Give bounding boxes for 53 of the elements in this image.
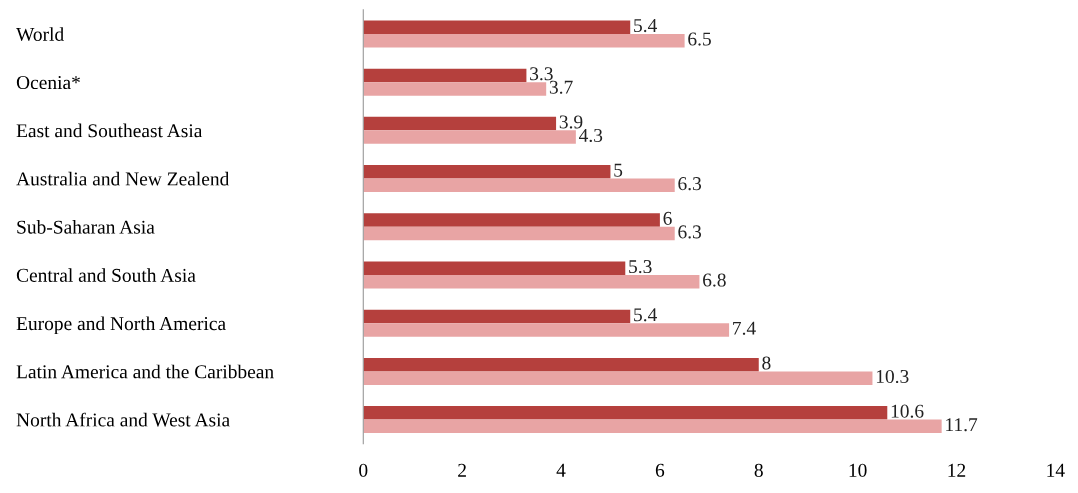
data-label: 10.6: [891, 404, 924, 418]
data-label: 3.7: [549, 80, 573, 94]
y-tick-label: Sub-Saharan Asia: [17, 220, 155, 234]
data-label: 6.3: [678, 177, 702, 191]
bar: [363, 274, 700, 289]
data-label: 5.4: [634, 19, 658, 33]
data-label: 4.3: [579, 128, 603, 143]
bar: [363, 261, 626, 275]
x-tick-label: 4: [556, 463, 566, 477]
data-label: 5.4: [634, 308, 658, 322]
data-label: 5.3: [629, 260, 652, 274]
y-tick-label: Europe and North America: [16, 316, 226, 335]
data-label: 3.3: [530, 67, 553, 81]
bar: [363, 357, 759, 372]
bar: [363, 371, 873, 385]
bar: [363, 33, 685, 48]
bar: [363, 68, 527, 83]
x-tick-label: 0: [359, 463, 368, 477]
y-tick-label: Ocenia*: [16, 76, 80, 90]
data-label: 8: [762, 356, 771, 370]
bar: [363, 178, 675, 193]
bar: [363, 116, 557, 131]
x-tick-label: 6: [655, 463, 665, 477]
data-label: 3.9: [559, 115, 583, 129]
data-label: 10.3: [876, 369, 909, 384]
bar: [363, 309, 631, 324]
x-tick-label: 14: [1047, 463, 1065, 477]
y-tick-label: Australia and New Zealend: [16, 171, 230, 186]
data-label: 6.5: [688, 32, 711, 46]
data-label: 6.8: [703, 273, 726, 287]
bar: [363, 419, 942, 434]
data-label: 6: [663, 211, 672, 225]
bar: [363, 165, 611, 179]
bar: [363, 323, 730, 337]
data-label: 6.3: [678, 225, 702, 239]
data-label: 7.4: [733, 321, 756, 335]
bar: [363, 213, 660, 227]
bar: [363, 226, 675, 241]
y-tick-label: East and Southeast Asia: [16, 123, 203, 138]
x-tick-label: 8: [754, 463, 763, 477]
x-tick-label: 2: [458, 463, 466, 477]
bar: [363, 20, 631, 34]
y-tick-label: North Africa and West Asia: [16, 412, 230, 427]
x-tick-label: 10: [849, 463, 867, 477]
y-tick-label: World: [16, 27, 64, 41]
bar: [363, 130, 576, 144]
y-tick-label: Central and South Asia: [16, 268, 196, 282]
bar: [363, 406, 888, 420]
data-label: 5: [614, 163, 623, 177]
y-tick-label: Latin America and the Caribbean: [16, 364, 274, 379]
data-label: 11.7: [946, 418, 978, 432]
bar: [363, 82, 547, 96]
x-tick-label: 12: [948, 463, 966, 477]
